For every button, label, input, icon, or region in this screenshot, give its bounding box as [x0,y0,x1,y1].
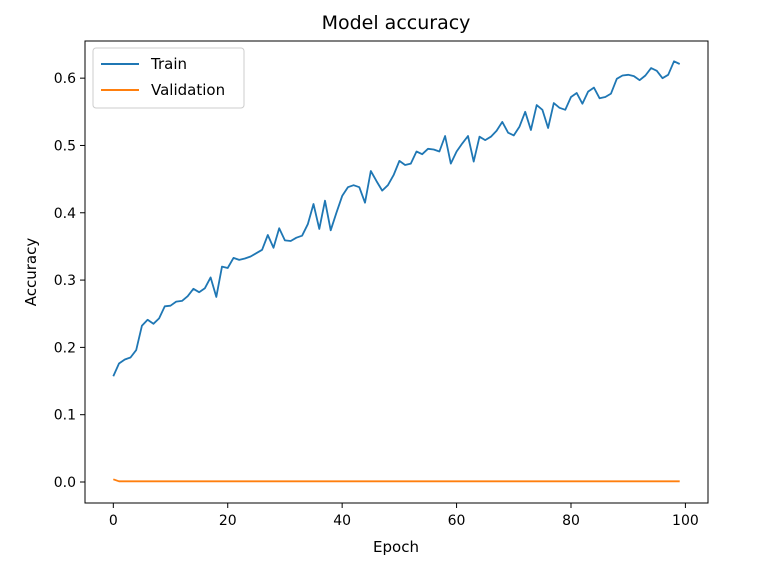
y-tick-label: 0.5 [54,138,76,154]
series-lines [112,60,681,483]
legend: Train Validation [92,47,245,109]
x-tick-label: 80 [562,513,580,529]
y-axis-label: Accuracy [22,238,40,307]
x-tick-label: 100 [672,513,699,529]
x-tick-label: 0 [109,513,118,529]
series-line-train [112,60,681,377]
chart-title: Model accuracy [322,12,471,34]
y-axis: 0.0 0.1 0.2 0.3 0.4 0.5 0.6 [54,71,85,491]
legend-label-validation: Validation [151,81,225,99]
legend-label-train: Train [150,55,187,73]
x-axis: 0 20 40 60 80 100 [109,503,699,529]
x-tick-label: 40 [333,513,351,529]
x-tick-label: 20 [219,513,237,529]
y-tick-label: 0.1 [54,408,76,424]
y-tick-label: 0.2 [54,340,76,356]
plot-area-frame [84,40,709,504]
y-tick-label: 0.4 [54,206,76,222]
y-tick-label: 0.0 [54,475,76,491]
series-line-validation [113,478,680,483]
y-tick-label: 0.3 [54,273,76,289]
x-tick-label: 60 [448,513,466,529]
x-axis-label: Epoch [373,538,419,556]
y-tick-label: 0.6 [54,71,76,87]
